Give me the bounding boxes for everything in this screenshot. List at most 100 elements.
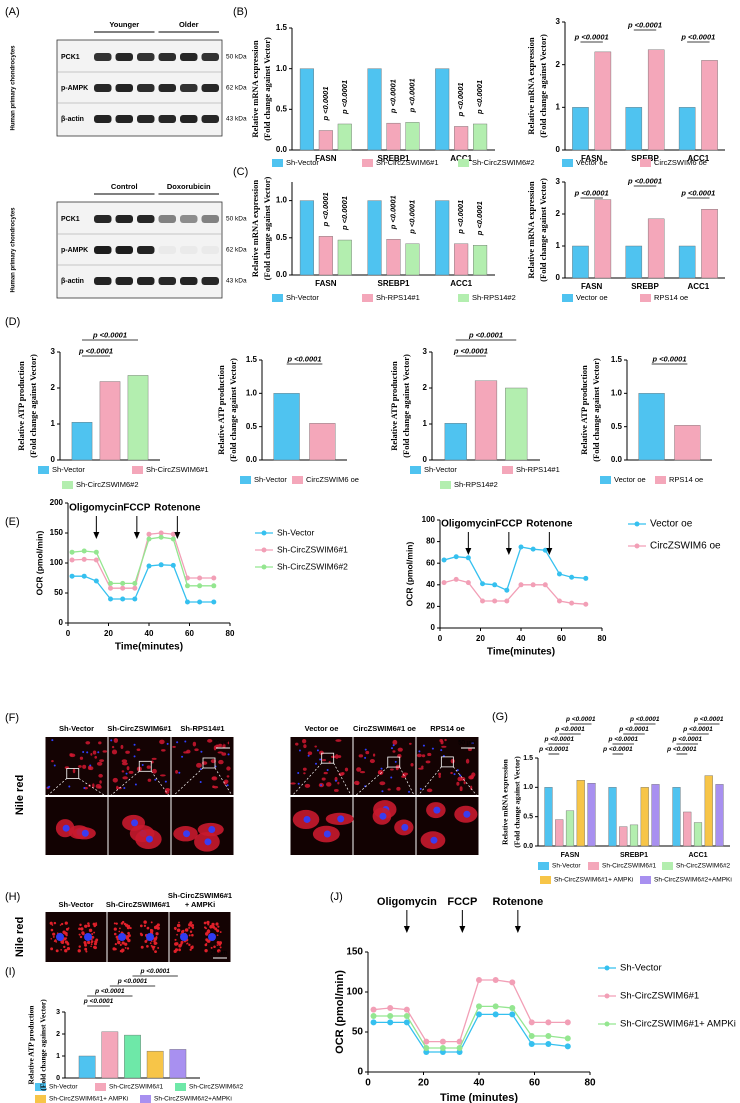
lipid-droplet [93, 946, 97, 950]
p-value: p <0.0001 [475, 201, 484, 236]
y-tick-label: 50 [352, 1027, 364, 1038]
cell-stain [323, 771, 328, 775]
x-tick-label: ACC1 [688, 852, 707, 859]
lipid-droplet [129, 927, 132, 930]
nucleus [184, 740, 187, 743]
lipid-droplet [120, 922, 124, 925]
p-value: p <0.0001 [340, 196, 349, 231]
lipid-droplet [124, 923, 129, 927]
p-value: p <0.0001 [388, 79, 397, 114]
y-axis-label: (Fold change against Vector) [401, 354, 411, 458]
y-tick-label: 3 [423, 347, 428, 356]
blot-band [201, 246, 219, 254]
blot-band [137, 246, 155, 254]
y-tick-label: 0 [431, 623, 436, 632]
y-axis-label: (Fold change against Vector) [228, 358, 238, 462]
data-point [403, 1013, 410, 1019]
data-point [530, 582, 536, 588]
size-label: 43 kDa [226, 116, 247, 123]
micrograph [45, 912, 107, 962]
arrow-head [459, 926, 466, 933]
legend-marker [261, 564, 267, 570]
p-value: p <0.0001 [627, 176, 662, 185]
nucleus [471, 742, 474, 745]
cell-stain [192, 741, 197, 747]
y-tick-label: 40 [426, 580, 435, 589]
cell-stain [426, 788, 433, 793]
lipid-droplet [151, 946, 154, 949]
data-point [370, 1006, 377, 1013]
cell-stain [221, 752, 227, 756]
lipid-droplet [204, 948, 208, 953]
legend-swatch [240, 476, 251, 484]
lipid-droplet [118, 927, 121, 930]
data-point [492, 1011, 499, 1018]
nucleus [141, 763, 144, 766]
bar [146, 1050, 164, 1079]
lipid-droplet [79, 923, 82, 927]
blot-band [201, 84, 219, 92]
legend-label: Sh-CircZSWIM6#2+AMPKi [154, 1096, 232, 1103]
bar [337, 239, 352, 276]
bar [608, 787, 617, 847]
nucleus [316, 749, 319, 752]
nucleus [390, 747, 393, 750]
data-point [423, 1045, 430, 1051]
legend-label: Sh-CircZSWIM6#2 [189, 1084, 244, 1091]
lipid-droplet [127, 934, 131, 938]
data-point [492, 582, 498, 588]
bar [473, 123, 488, 151]
data-point [453, 554, 459, 560]
zoom-box [202, 757, 216, 769]
data-point [146, 536, 152, 542]
nucleus [379, 812, 387, 820]
bar [78, 1055, 96, 1079]
nucleus [297, 782, 300, 785]
data-point [465, 580, 471, 586]
nucleus [419, 787, 422, 790]
cell-stain [441, 745, 447, 748]
data-point [556, 598, 562, 604]
side-label: Human primary chondrocytes [11, 45, 17, 131]
panel-label: (H) [5, 891, 20, 903]
legend-label: Vector oe [576, 293, 608, 302]
lipid-droplet [189, 930, 193, 933]
p-value: p <0.0001 [287, 354, 322, 363]
x-tick-label: 80 [226, 629, 235, 638]
lipid-droplet [146, 945, 149, 948]
panel-label: (A) [5, 6, 20, 18]
data-point [509, 1005, 516, 1011]
x-tick-label: 40 [145, 629, 154, 638]
bar [629, 824, 639, 847]
cell-stain [397, 753, 402, 759]
data-point [211, 599, 217, 605]
y-axis-label: OCR (pmol/min) [404, 541, 414, 606]
cell-stain [126, 766, 130, 771]
size-label: 43 kDa [226, 278, 247, 285]
x-tick-label: SREBP1 [377, 154, 410, 163]
data-point [387, 1013, 394, 1019]
cell-stain [122, 776, 128, 780]
bar [124, 1034, 141, 1079]
nucleus [53, 764, 56, 767]
blot-band [158, 84, 176, 92]
y-tick-label: 3 [51, 347, 56, 356]
cell-stain [418, 767, 424, 770]
x-tick-label: ACC1 [687, 282, 709, 291]
data-point [528, 1041, 535, 1047]
legend-label: Sh-Vector [286, 158, 319, 167]
p-value: p <0.0001 [693, 716, 724, 723]
bar [693, 822, 703, 847]
x-tick-label: SREBP [631, 154, 659, 163]
cell-stain [416, 753, 422, 758]
cell-stain [369, 759, 375, 764]
group-label: Older [179, 20, 199, 29]
cell-stain [379, 781, 386, 786]
legend-marker [604, 1021, 610, 1027]
nucleus [422, 744, 425, 747]
cell-stain [304, 783, 311, 788]
data-point [81, 548, 87, 554]
lipid-droplet [118, 930, 121, 933]
cell-stain [121, 759, 128, 763]
y-tick-label: 100 [346, 987, 363, 998]
